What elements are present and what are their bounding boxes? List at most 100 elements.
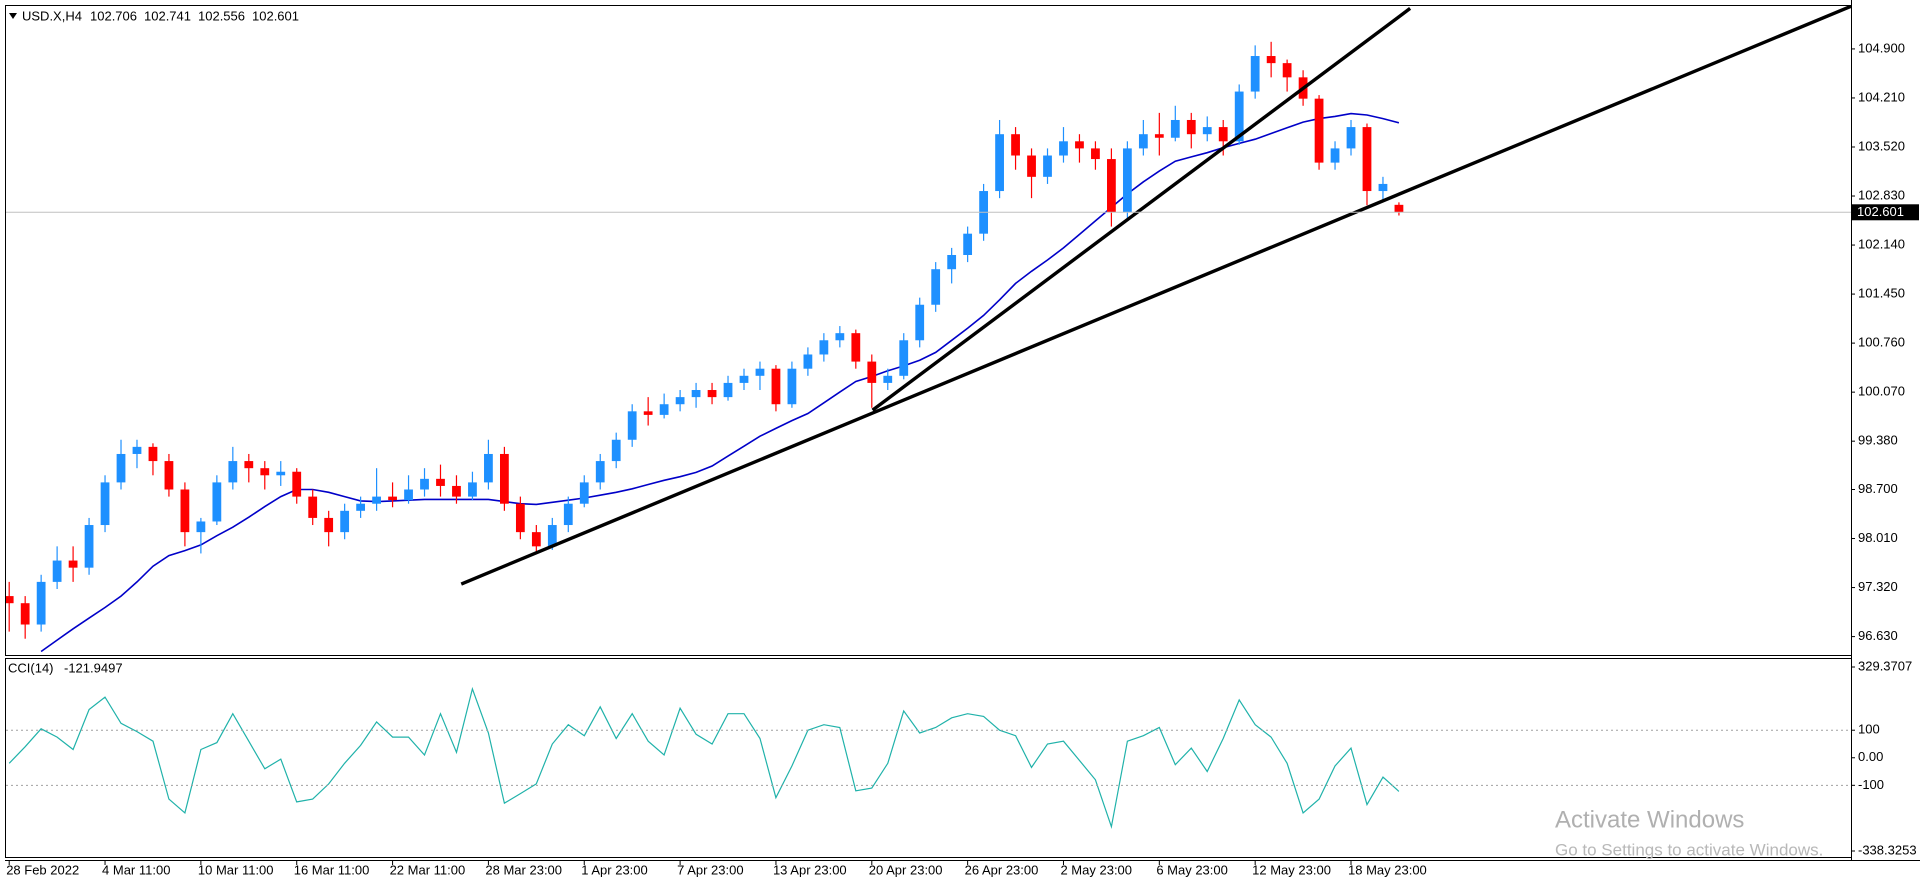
candle-body xyxy=(531,532,541,547)
candle-body xyxy=(851,333,861,362)
candle-body xyxy=(707,390,717,398)
watermark-title: Activate Windows xyxy=(1555,806,1744,833)
y-tick-label: 104.210 xyxy=(1858,89,1905,104)
candle-body xyxy=(771,368,781,405)
x-tick-label: 4 Mar 11:00 xyxy=(102,862,170,877)
x-tick-label: 2 May 23:00 xyxy=(1060,862,1132,877)
y-tick-label: 96.630 xyxy=(1858,628,1898,643)
candle-body xyxy=(308,496,318,518)
candle-body xyxy=(356,503,366,511)
y-tick-label: 98.700 xyxy=(1858,481,1898,496)
candle-body xyxy=(36,581,46,625)
candle-body xyxy=(1314,98,1324,163)
candle-body xyxy=(1282,63,1292,78)
y-tick-label: 104.900 xyxy=(1858,40,1905,55)
x-tick-label: 18 May 23:00 xyxy=(1348,862,1427,877)
candle-body xyxy=(1170,119,1180,138)
candle-body xyxy=(420,478,429,490)
moving-average xyxy=(40,112,1400,653)
candle-body xyxy=(452,485,461,497)
y-tick-label: 103.520 xyxy=(1858,138,1905,153)
candle-body xyxy=(995,134,1004,192)
candle-body xyxy=(484,453,493,483)
y-tick-label: 100 xyxy=(1858,722,1880,737)
y-tick-label: 102.140 xyxy=(1858,236,1905,251)
candle-body xyxy=(1059,141,1068,156)
y-tick-label: 329.3707 xyxy=(1858,658,1912,673)
x-tick-label: 7 Apr 23:00 xyxy=(677,862,744,877)
candle-body xyxy=(1075,141,1084,149)
candle-body xyxy=(324,517,334,533)
candle-body xyxy=(292,471,302,497)
y-tick-label: 100.760 xyxy=(1858,335,1905,350)
candle-body xyxy=(755,368,765,376)
symbol-menu-arrow[interactable] xyxy=(9,13,17,19)
x-tick-label: 10 Mar 11:00 xyxy=(198,862,274,877)
x-tick-label: 12 May 23:00 xyxy=(1252,862,1331,877)
candle-body xyxy=(6,596,14,604)
candle-body xyxy=(867,361,877,383)
x-tick-label: 28 Mar 23:00 xyxy=(485,862,562,877)
x-tick-label: 22 Mar 11:00 xyxy=(390,862,466,877)
candle-body xyxy=(116,453,126,483)
trendline xyxy=(871,7,1412,412)
x-tick-label: 28 Feb 2022 xyxy=(6,862,79,877)
x-tick-label: 6 May 23:00 xyxy=(1156,862,1228,877)
watermark-subtitle: Go to Settings to activate Windows. xyxy=(1555,840,1823,859)
candle-body xyxy=(148,446,158,462)
y-tick-label: -338.3253 xyxy=(1858,842,1917,857)
candle-body xyxy=(100,482,110,526)
candle-body xyxy=(196,521,206,533)
last-price-label: 102.601 xyxy=(1857,204,1904,219)
candle-body xyxy=(1250,56,1260,92)
candle-body xyxy=(899,340,909,376)
candle-body xyxy=(244,461,254,469)
x-tick-label: 13 Apr 23:00 xyxy=(773,862,847,877)
header-open: 102.706 xyxy=(90,8,137,23)
candle-body xyxy=(1186,119,1196,135)
header-close: 102.601 xyxy=(252,8,299,23)
candle-body xyxy=(404,489,413,501)
candle-body xyxy=(803,354,813,369)
candle-body xyxy=(1091,148,1100,160)
candle-body xyxy=(436,478,445,486)
candle-body xyxy=(611,439,621,462)
candle-body xyxy=(499,453,509,504)
price-plot xyxy=(6,6,1851,653)
candle-body xyxy=(659,404,669,415)
candle-body xyxy=(1154,134,1164,138)
candle-body xyxy=(132,446,142,454)
y-tick-label: 100.070 xyxy=(1858,384,1905,399)
x-tick-label: 26 Apr 23:00 xyxy=(965,862,1039,877)
candle-body xyxy=(1218,127,1228,142)
candle-body xyxy=(643,411,653,415)
candle-body xyxy=(260,468,270,476)
candle-body xyxy=(947,254,957,270)
candle-body xyxy=(20,603,30,625)
candle-body xyxy=(1346,127,1356,149)
candle-body xyxy=(212,482,222,522)
candle-body xyxy=(1043,155,1052,177)
candle-body xyxy=(468,482,477,497)
cci-title: CCI(14) xyxy=(8,660,54,675)
candle-body xyxy=(1138,134,1148,149)
candle-body xyxy=(52,560,62,582)
y-tick-label: 97.320 xyxy=(1858,579,1898,594)
header-low: 102.556 xyxy=(198,8,245,23)
candle-body xyxy=(340,510,350,533)
candle-body xyxy=(579,482,589,504)
x-tick-label: 1 Apr 23:00 xyxy=(581,862,648,877)
candle-body xyxy=(1266,56,1276,64)
candle-body xyxy=(1378,183,1388,192)
y-tick-label: 0.00 xyxy=(1858,749,1883,764)
last-price-box xyxy=(1852,204,1919,221)
candle-body xyxy=(1122,148,1132,213)
candle-body xyxy=(388,496,397,501)
candle-body xyxy=(819,340,829,355)
candle-body xyxy=(563,503,573,526)
trendline xyxy=(460,6,1851,586)
candle-body xyxy=(1394,204,1404,213)
candle-body xyxy=(883,375,893,383)
